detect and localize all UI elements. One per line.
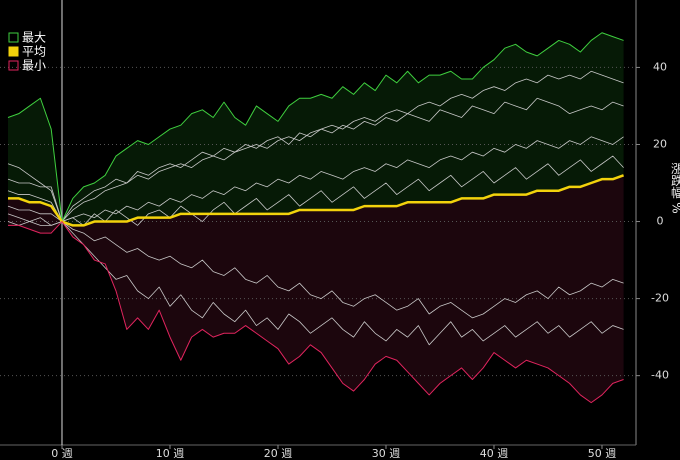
x-tick-label: 30 週 [372,447,401,460]
x-tick-label: 50 週 [588,447,617,460]
sample-line [7,217,624,346]
sample-line [7,213,624,319]
y-tick-label: 40 [653,60,667,73]
x-tick-label: 0 週 [51,447,73,460]
x-tick-label: 40 週 [480,447,509,460]
legend-label: 最小 [22,59,46,73]
series-line [7,174,625,227]
y-tick-label: -40 [651,369,669,382]
sample-line [7,97,624,222]
x-tick-label: 20 週 [264,447,293,460]
sample-line [7,155,624,226]
lower-band [7,175,624,403]
y-tick-label: 20 [653,137,667,150]
legend-label: 最大 [22,31,46,45]
y-axis-title: 漲跌幅 % [670,162,680,214]
series-line [7,32,624,223]
sample-line [7,136,624,222]
y-tick-label: 0 [657,215,664,228]
legend-swatch [8,60,19,71]
legend-label: 平均 [22,45,46,59]
series-line [7,221,624,404]
sample-line [7,70,624,222]
y-tick-label: -20 [651,292,669,305]
x-tick-label: 10 週 [156,447,185,460]
upper-band [7,32,624,226]
legend-swatch [8,32,19,43]
legend-swatch [8,46,19,57]
